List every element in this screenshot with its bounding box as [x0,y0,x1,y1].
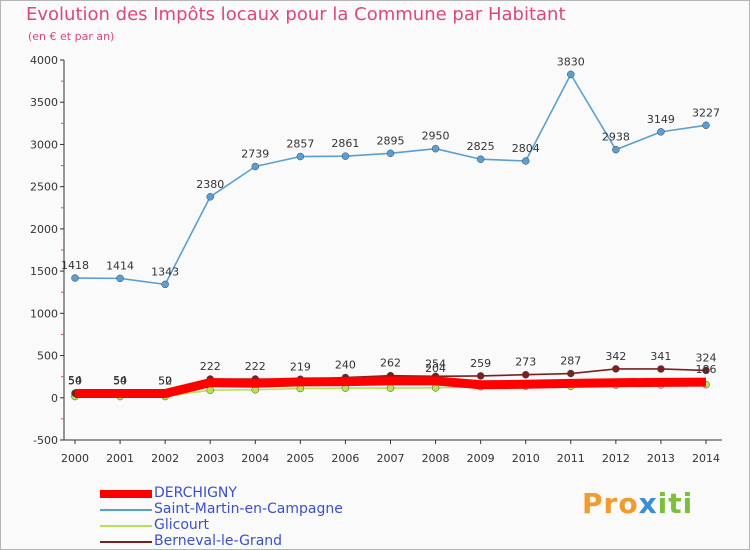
chart-subtitle: (en € et par an) [28,30,115,43]
data-label: 50 [158,375,172,388]
data-point [612,365,620,373]
data-point [702,121,710,130]
x-tick-label: 2012 [602,452,630,465]
proxiti-logo: Proxiti [582,487,694,520]
x-tick-label: 2014 [692,452,720,465]
data-point [567,70,575,79]
data-label: 3830 [557,55,585,68]
x-tick-label: 2011 [557,452,585,465]
series-line-1 [74,73,707,286]
y-tick-label: 2500 [30,181,58,194]
data-point [431,144,440,153]
page-title: Evolution des Impôts locaux pour la Comm… [26,4,566,25]
data-label: 341 [650,350,671,363]
data-label: 52 [158,374,172,387]
data-label: 273 [515,356,536,369]
data-label: 54 [68,374,82,387]
data-label: 2938 [602,131,630,144]
legend-label-saint-martin: Saint-Martin-en-Campagne [154,501,343,517]
data-label: 287 [560,355,581,368]
data-label: 1343 [151,265,179,278]
y-tick-label: 1500 [30,265,58,278]
data-label: 2380 [196,178,224,191]
data-point [341,152,350,160]
data-point [386,149,395,158]
data-point [567,369,575,378]
data-label: 2861 [331,137,359,150]
x-tick-label: 2006 [331,452,359,465]
data-point [521,157,530,165]
data-label: 2825 [467,140,495,153]
data-point [702,366,710,375]
y-tick-label: 500 [37,350,58,363]
data-label: 222 [245,360,266,373]
legend-label-derchigny: DERCHIGNY [154,485,237,501]
data-label: 262 [380,357,401,370]
data-label: 2950 [422,130,450,143]
legend-label-berneval: Berneval-le-Grand [154,533,283,549]
x-tick-label: 2005 [286,452,314,465]
data-label: 3149 [647,113,675,126]
data-point [251,162,260,171]
data-label: 2804 [512,142,540,155]
legend-swatch-derchigny [100,490,152,498]
data-point [521,370,530,379]
data-label: 342 [605,350,626,363]
data-label: 222 [200,360,221,373]
data-label: 2895 [377,134,405,147]
data-label: 2739 [241,147,269,160]
data-point [476,155,485,163]
legend-swatch-glicourt [100,525,152,527]
data-label: 219 [290,360,311,373]
y-tick-label: 3500 [30,96,58,109]
x-tick-label: 2008 [422,452,450,465]
data-label: 2857 [286,138,314,151]
data-label: 204 [425,362,446,375]
x-tick-label: 2003 [196,452,224,465]
y-tick-label: -500 [33,434,58,447]
x-tick-label: 2000 [61,452,89,465]
legend-swatch-berneval [100,541,152,543]
x-tick-label: 2010 [512,452,540,465]
data-label: 3227 [692,106,720,119]
data-label: 50 [113,375,127,388]
series-line-0 [75,376,707,399]
legend-swatch-saint-martin [100,509,152,511]
y-tick-label: 1000 [30,307,58,320]
data-point [296,152,305,161]
data-point [161,280,169,289]
data-point [71,274,79,282]
data-point [657,365,665,373]
data-point [476,372,485,380]
data-label: 1414 [106,259,134,272]
x-tick-label: 2007 [377,452,405,465]
y-tick-label: 2000 [30,223,58,236]
y-tick-label: 3000 [30,138,58,151]
data-point [116,274,124,283]
y-tick-label: 0 [51,392,58,405]
data-label: 324 [696,351,717,364]
y-tick-label: 4000 [30,54,58,67]
data-point [386,384,395,392]
data-label: 1418 [61,259,89,272]
data-label: 240 [335,359,356,372]
x-tick-label: 2013 [647,452,675,465]
data-label: 186 [696,363,717,376]
data-label: 254 [425,357,446,370]
data-label: 259 [470,357,491,370]
x-tick-label: 2009 [467,452,495,465]
x-tick-label: 2004 [241,452,269,465]
data-point [206,193,214,201]
data-label: 54 [113,374,127,387]
x-tick-label: 2001 [106,452,134,465]
data-point [657,128,665,136]
data-label: 50 [68,375,82,388]
legend-label-glicourt: Glicourt [154,517,210,533]
x-tick-label: 2002 [151,452,179,465]
data-point [612,145,620,154]
